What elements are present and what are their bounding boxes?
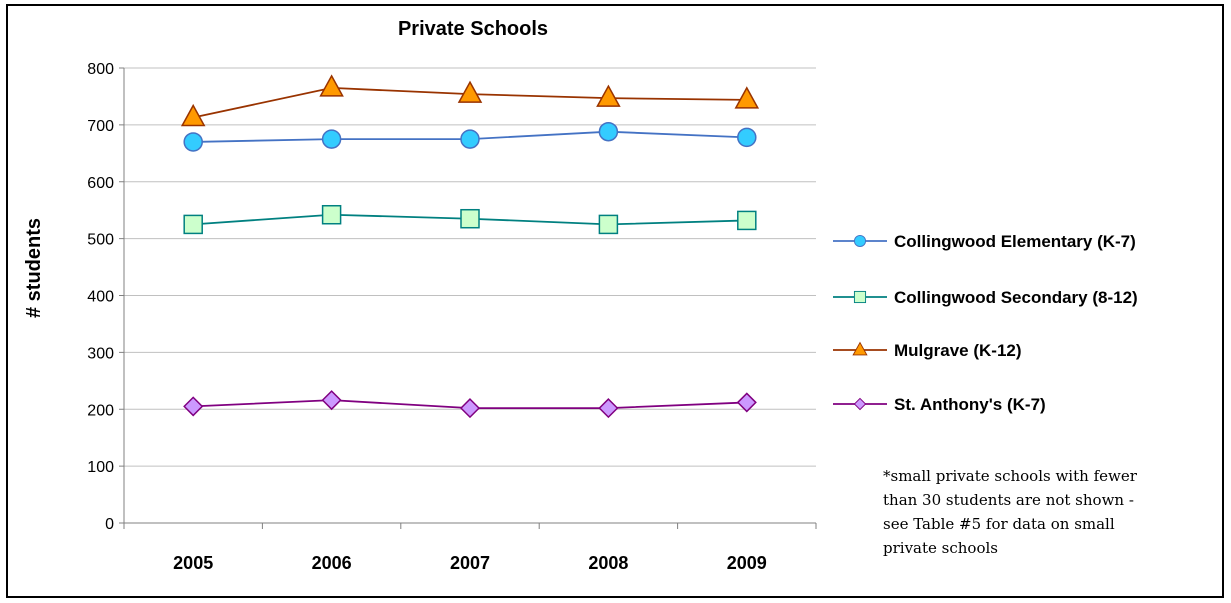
x-tick-label: 2009 [727, 553, 767, 573]
y-axis-label: # students [23, 218, 45, 318]
footnote-line: *small private schools with fewer [883, 467, 1137, 485]
legend-marker-circle [853, 234, 867, 248]
data-point [460, 208, 480, 229]
data-point [321, 390, 342, 411]
y-tick-label: 800 [87, 61, 114, 78]
legend-label: St. Anthony's (K-7) [894, 395, 1046, 414]
data-point [734, 86, 760, 109]
data-point [737, 127, 757, 148]
footnote-line: private schools [883, 539, 998, 557]
series-triangle [180, 74, 760, 127]
axes [119, 67, 817, 529]
chart-frame [6, 4, 1224, 598]
y-tick-label: 100 [87, 459, 114, 476]
x-tick-label: 2007 [450, 553, 490, 573]
data-point [737, 210, 757, 231]
legend-marker-triangle [852, 341, 868, 356]
data-point [321, 129, 342, 149]
data-point [319, 74, 344, 97]
legend-marker-diamond [853, 397, 867, 411]
legend-item: Mulgrave (K-12) [833, 341, 1022, 360]
data-point [459, 398, 481, 419]
legend-item: Collingwood Elementary (K-7) [833, 232, 1136, 251]
y-tick-labels: 0 100 200 300 400 500 600 700 800 [87, 61, 114, 533]
series-square [183, 204, 757, 235]
x-tick-labels: 2005 2006 2007 2008 2009 [173, 553, 767, 573]
data-point [460, 129, 480, 149]
data-point [598, 121, 619, 142]
legend-label: Mulgrave (K-12) [894, 341, 1022, 360]
data-point [598, 398, 619, 419]
data-point [457, 80, 483, 103]
y-tick-label: 700 [87, 118, 114, 135]
x-tick-label: 2008 [588, 553, 628, 573]
data-point [736, 392, 757, 413]
x-tick-label: 2005 [173, 553, 213, 573]
data-point [598, 214, 619, 235]
data-point [183, 396, 204, 417]
data-point [183, 214, 203, 235]
footnote: *small private schools with fewer than 3… [883, 464, 1183, 560]
legend-item: Collingwood Secondary (8-12) [833, 288, 1138, 307]
y-tick-label: 600 [87, 175, 114, 192]
series-group [180, 74, 760, 419]
data-point [321, 204, 342, 225]
series-diamond [183, 390, 757, 419]
legend-item: St. Anthony's (K-7) [833, 395, 1046, 414]
y-tick-label: 500 [87, 232, 114, 249]
y-tick-label: 200 [87, 402, 114, 419]
legend-marker [853, 234, 867, 248]
legend-marker [853, 397, 867, 411]
y-tick-label: 0 [105, 516, 114, 533]
x-tick-label: 2006 [312, 553, 352, 573]
chart-title: Private Schools [398, 18, 548, 40]
data-point [180, 103, 206, 127]
footnote-line: see Table #5 for data on small [883, 515, 1115, 533]
legend-marker [852, 341, 868, 356]
legend-label: Collingwood Secondary (8-12) [894, 288, 1138, 307]
legend-marker [853, 290, 867, 304]
data-point [596, 84, 621, 107]
footnote-line: than 30 students are not shown - [883, 491, 1134, 509]
legend-label: Collingwood Elementary (K-7) [894, 232, 1136, 251]
legend-marker-square [853, 290, 867, 304]
data-point [183, 132, 203, 152]
legend: Collingwood Elementary (K-7) Collingwood … [833, 232, 1138, 414]
series-circle [183, 121, 757, 152]
y-tick-label: 300 [87, 345, 114, 362]
y-tick-label: 400 [87, 289, 114, 306]
